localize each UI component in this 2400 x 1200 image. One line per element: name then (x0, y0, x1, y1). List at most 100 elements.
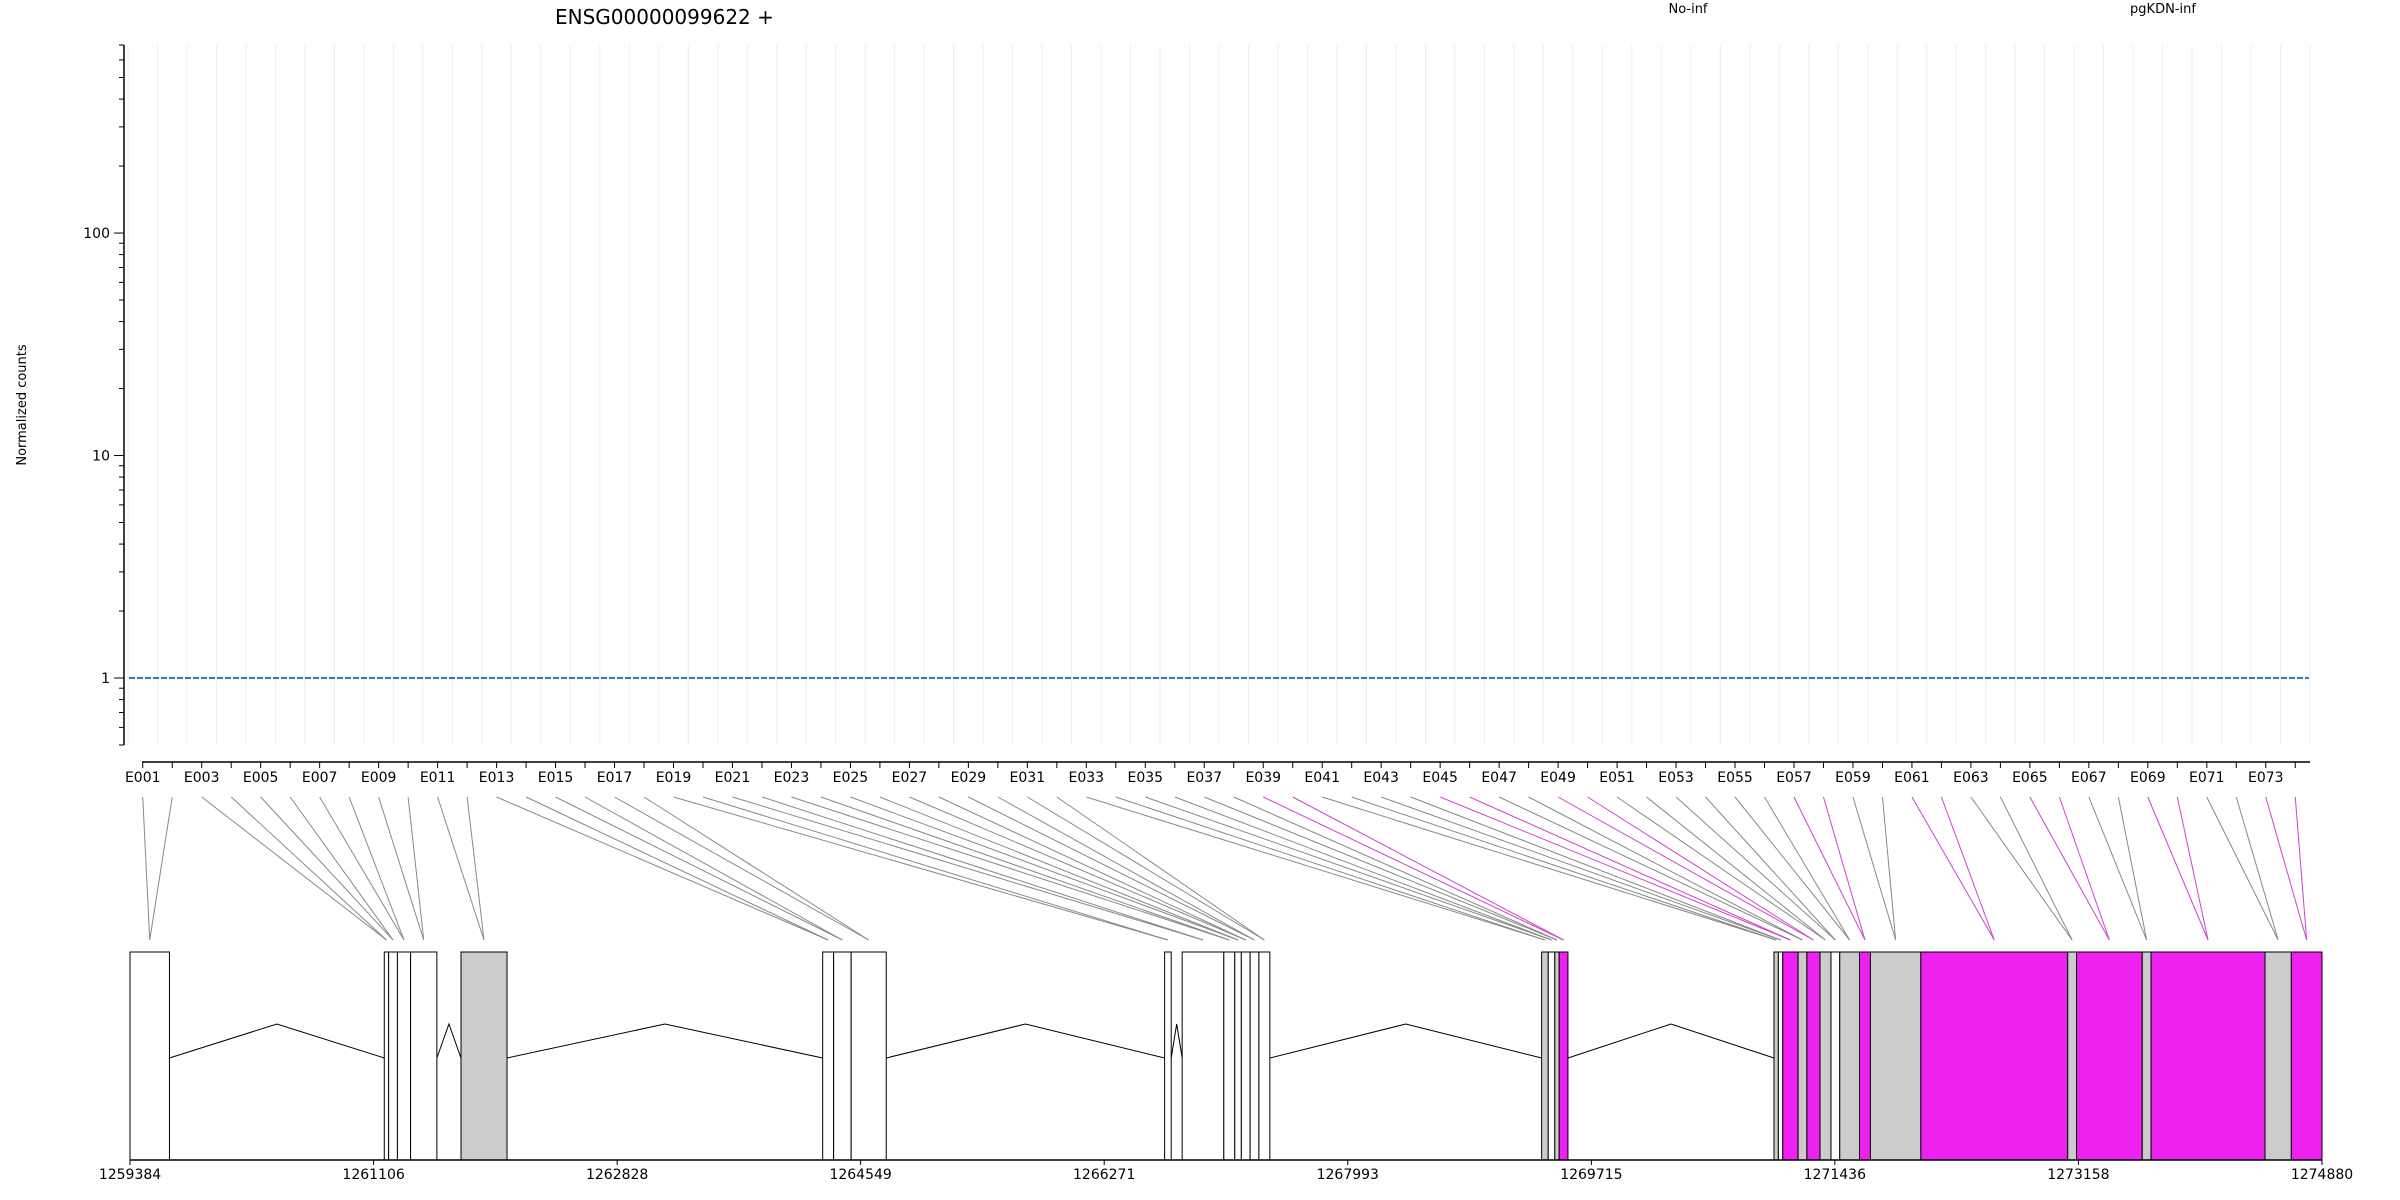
exon-connector (1410, 796, 1781, 941)
exon-connector (1204, 796, 1558, 941)
x-tick-label: E025 (833, 770, 869, 786)
exon-connector (2117, 796, 2148, 941)
chart-title: ENSG00000099622 + (555, 5, 774, 29)
exon-connector (378, 796, 425, 941)
exon-block (1258, 951, 1271, 1161)
exon-connector (1498, 796, 1803, 941)
exon-connector (142, 796, 151, 941)
x-tick-label: E013 (479, 770, 515, 786)
genomic-tick-label: 1269715 (1560, 1167, 1622, 1183)
exon-connector (2294, 796, 2308, 941)
genomic-tick-label: 1266271 (1073, 1167, 1135, 1183)
x-tick-label: E065 (2012, 770, 2048, 786)
x-tick-label: E045 (1422, 770, 1458, 786)
exon-connector (1557, 796, 1814, 941)
x-tick-label: E067 (2071, 770, 2107, 786)
exon-block (2290, 951, 2323, 1161)
exon-connector (732, 796, 1204, 941)
x-tick-label: E071 (2189, 770, 2225, 786)
genomic-axis: 1259384 1261106 1262828 1264549 1266271 12679… (99, 1159, 2353, 1183)
intron-line (169, 1023, 385, 1059)
exon-connector (149, 796, 173, 941)
y-tick-label: 10 (92, 449, 110, 465)
exon-connector (2235, 796, 2279, 941)
exon-connector (407, 796, 425, 941)
exon-connector (1086, 796, 1546, 941)
intron-line (1269, 1023, 1542, 1059)
legend-label-no-inf: No-inf (1668, 2, 1707, 17)
exon-connector (555, 796, 843, 941)
x-tick-label: E041 (1304, 770, 1340, 786)
exon-connector (201, 796, 387, 941)
genomic-tick-label: 1259384 (99, 1167, 161, 1183)
exon-connector (289, 796, 394, 941)
x-tick-label: E033 (1069, 770, 1105, 786)
x-axis: E001 E003 E005 E007 E009 E011 E013 E015 E017 E019… (125, 761, 2310, 786)
exon-connector (1115, 796, 1546, 941)
exon-connector (1646, 796, 1826, 941)
exon-connector (702, 796, 1169, 941)
exon-block (2141, 951, 2152, 1161)
exon-block (1858, 951, 1871, 1161)
exon-block (1819, 951, 1832, 1161)
exon-connector (1263, 796, 1564, 941)
exon-connector (1145, 796, 1552, 941)
exon-connector (879, 796, 1239, 941)
exon-connector (820, 796, 1230, 941)
exon-connector (850, 796, 1239, 941)
exon-connector (584, 796, 843, 941)
x-tick-label: E073 (2248, 770, 2284, 786)
exon-block (1797, 951, 1808, 1161)
exon-connector (938, 796, 1246, 941)
exon-block (460, 951, 508, 1161)
exon-connector (1322, 796, 1777, 941)
exon-block (833, 951, 852, 1161)
exon-connector (348, 796, 405, 941)
exon-block (1806, 951, 1821, 1161)
x-tick-label: E059 (1835, 770, 1871, 786)
exon-connector (2176, 796, 2209, 941)
intron-line (436, 1022, 462, 1059)
exon-connector (673, 796, 1169, 941)
x-tick-label: E031 (1010, 770, 1046, 786)
x-tick-label: E063 (1953, 770, 1989, 786)
x-tick-label: E037 (1186, 770, 1222, 786)
x-tick-label: E023 (774, 770, 810, 786)
exon-connector (1911, 796, 1995, 941)
exon-connector (1381, 796, 1781, 941)
y-axis: 1 10 100 (83, 44, 125, 746)
x-tick-label: E001 (125, 770, 161, 786)
x-tick-label: E029 (951, 770, 987, 786)
exon-block (1777, 951, 1784, 1161)
exon-block (1240, 951, 1251, 1161)
exon-connector (260, 796, 394, 941)
exon-block (1181, 951, 1225, 1161)
exon-block (1234, 951, 1242, 1161)
exon-connector (496, 796, 829, 941)
exon-connector (1852, 796, 1897, 941)
exon-block (383, 951, 390, 1161)
genomic-tick-label: 1267993 (1317, 1167, 1379, 1183)
exon-connector (997, 796, 1255, 941)
y-axis-label: Normalized counts (15, 344, 30, 466)
gridlines (127, 45, 2311, 745)
exon-block (1839, 951, 1860, 1161)
x-tick-label: E011 (420, 770, 456, 786)
exon-connector (2088, 796, 2148, 941)
x-tick-label: E043 (1363, 770, 1399, 786)
exon-connector (2029, 796, 2110, 941)
x-tick-label: E027 (892, 770, 928, 786)
exon-connector (1705, 796, 1836, 941)
gene-model (129, 951, 2323, 1161)
exon-connectors (142, 796, 2308, 941)
exon-connector (437, 796, 485, 941)
x-tick-label: E009 (361, 770, 397, 786)
exon-connector (1999, 796, 2073, 941)
x-tick-label: E005 (243, 770, 279, 786)
exon-block (2264, 951, 2292, 1161)
x-tick-label: E047 (1481, 770, 1517, 786)
exon-connector (1734, 796, 1851, 941)
exon-connector (1822, 796, 1866, 941)
exon-connector (1292, 796, 1564, 941)
